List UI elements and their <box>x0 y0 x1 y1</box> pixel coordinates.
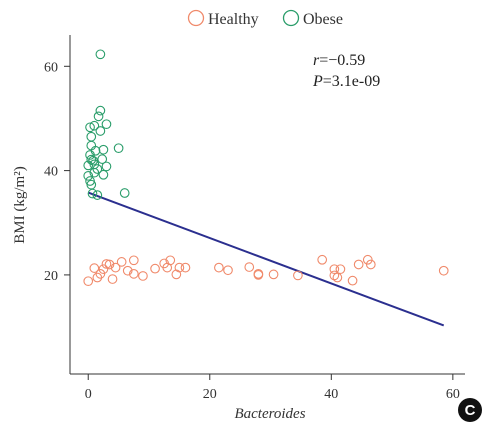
healthy-point <box>122 265 133 276</box>
obese-point <box>93 111 104 122</box>
obese-point <box>95 49 106 60</box>
x-tick-label: 60 <box>446 387 460 402</box>
healthy-point <box>98 264 109 275</box>
x-tick-label: 0 <box>85 387 92 402</box>
obese-point <box>95 105 106 116</box>
panel-badge-label: C <box>465 402 476 419</box>
healthy-point <box>353 259 364 270</box>
y-tick-label: 60 <box>44 60 58 75</box>
obese-point <box>86 131 97 142</box>
x-axis-title: Bacteroides <box>234 406 305 422</box>
healthy-point <box>138 271 148 281</box>
y-axis-ticks: 20 40 60 <box>44 60 70 284</box>
healthy-point <box>171 269 182 280</box>
obese-point <box>97 154 108 164</box>
obese-point <box>86 154 97 165</box>
healthy-point <box>362 254 373 265</box>
healthy-point <box>329 270 340 281</box>
healthy-point <box>95 269 106 279</box>
healthy-point <box>107 274 118 284</box>
healthy-point <box>174 262 185 273</box>
healthy-point <box>335 264 346 275</box>
healthy-point <box>332 272 343 283</box>
healthy-point <box>365 259 376 270</box>
series-obese <box>83 49 130 200</box>
obese-point <box>101 161 112 172</box>
legend: Healthy Obese <box>187 9 343 28</box>
p-label: P <box>312 73 323 90</box>
healthy-point <box>317 254 328 265</box>
obese-point <box>113 143 124 154</box>
legend-label-healthy: Healthy <box>208 11 259 28</box>
legend-marker-obese <box>282 9 300 27</box>
healthy-point <box>244 262 255 272</box>
obese-point <box>89 120 100 131</box>
healthy-point <box>347 275 358 286</box>
healthy-point <box>116 257 127 267</box>
y-tick-label: 20 <box>44 269 58 284</box>
healthy-point <box>180 262 191 273</box>
regression-line <box>87 191 445 327</box>
obese-point <box>85 122 95 133</box>
healthy-point <box>89 263 100 273</box>
obese-point <box>83 170 94 181</box>
healthy-point <box>83 276 94 287</box>
healthy-point <box>214 262 224 273</box>
healthy-point <box>268 269 279 280</box>
x-tick-label: 20 <box>203 387 217 402</box>
obese-point <box>119 188 130 198</box>
obese-point <box>90 145 101 156</box>
healthy-point <box>128 255 139 266</box>
obese-point <box>87 188 98 199</box>
healthy-point <box>223 265 233 276</box>
obese-point <box>89 159 100 170</box>
p-value: =3.1e-09 <box>323 73 380 90</box>
obese-point <box>92 164 103 174</box>
obese-point <box>92 190 103 200</box>
panel-badge: C <box>458 398 482 422</box>
r-value: =−0.59 <box>319 52 365 69</box>
legend-marker-healthy <box>187 9 205 27</box>
x-axis-ticks: 0 20 40 60 <box>85 374 460 402</box>
healthy-point <box>128 269 139 279</box>
y-axis-title: BMI (kg/m²) <box>12 166 28 243</box>
healthy-point <box>110 262 121 273</box>
correlation-annotation: r=−0.59 <box>313 52 365 69</box>
obese-point <box>95 126 106 136</box>
healthy-point <box>253 270 264 280</box>
healthy-point <box>438 265 449 276</box>
x-tick-label: 40 <box>324 387 338 402</box>
legend-label-obese: Obese <box>303 11 343 28</box>
healthy-point <box>104 259 115 270</box>
obese-point <box>101 119 112 130</box>
y-tick-label: 40 <box>44 165 58 180</box>
series-healthy <box>83 254 449 287</box>
p-value-annotation: P=3.1e-09 <box>312 73 380 90</box>
panel-badge-circle <box>458 398 482 422</box>
r-label: r <box>313 52 320 69</box>
healthy-point <box>293 270 303 281</box>
healthy-point <box>165 255 176 266</box>
healthy-point <box>150 263 160 274</box>
healthy-point <box>329 264 340 275</box>
obese-point <box>98 169 109 180</box>
obese-point <box>98 144 109 155</box>
